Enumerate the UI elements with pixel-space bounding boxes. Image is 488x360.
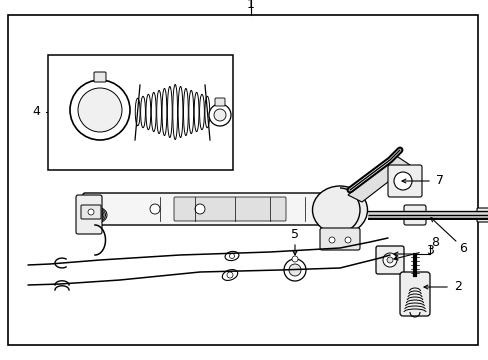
Ellipse shape [222, 270, 237, 280]
Circle shape [382, 253, 396, 267]
Circle shape [195, 204, 204, 214]
Text: 8: 8 [430, 235, 438, 248]
Ellipse shape [312, 186, 367, 234]
Text: 2: 2 [453, 280, 461, 293]
Text: 7: 7 [435, 175, 443, 188]
FancyBboxPatch shape [375, 246, 403, 274]
FancyBboxPatch shape [174, 197, 285, 221]
Ellipse shape [204, 96, 209, 128]
Ellipse shape [141, 96, 145, 128]
Circle shape [229, 253, 234, 258]
Ellipse shape [188, 90, 193, 134]
Ellipse shape [183, 89, 188, 136]
Circle shape [78, 88, 122, 132]
Circle shape [214, 109, 225, 121]
Text: 5: 5 [290, 229, 298, 242]
Circle shape [393, 172, 411, 190]
Circle shape [150, 204, 160, 214]
Ellipse shape [151, 93, 156, 132]
FancyBboxPatch shape [476, 208, 488, 222]
FancyBboxPatch shape [94, 72, 106, 82]
Circle shape [345, 237, 350, 243]
FancyBboxPatch shape [83, 193, 341, 225]
FancyBboxPatch shape [76, 195, 102, 234]
Ellipse shape [199, 94, 204, 130]
FancyBboxPatch shape [215, 98, 224, 106]
Text: 6: 6 [458, 242, 466, 255]
Circle shape [328, 237, 334, 243]
Ellipse shape [172, 85, 177, 139]
Polygon shape [347, 155, 409, 202]
FancyBboxPatch shape [399, 272, 429, 316]
Ellipse shape [167, 86, 172, 138]
Circle shape [208, 104, 230, 126]
Circle shape [284, 259, 305, 281]
Circle shape [291, 256, 297, 262]
Circle shape [226, 272, 232, 278]
Ellipse shape [162, 89, 166, 136]
Text: 1: 1 [246, 0, 254, 10]
Ellipse shape [146, 94, 150, 130]
Circle shape [70, 80, 130, 140]
Text: 4: 4 [32, 105, 40, 118]
Bar [48, 55, 232, 170]
Circle shape [88, 209, 94, 215]
Polygon shape [135, 85, 209, 140]
Ellipse shape [135, 98, 140, 126]
Text: 3: 3 [425, 243, 433, 256]
FancyBboxPatch shape [403, 205, 425, 225]
Circle shape [386, 257, 392, 263]
Ellipse shape [224, 251, 239, 261]
Ellipse shape [156, 90, 161, 134]
FancyBboxPatch shape [387, 165, 421, 197]
Circle shape [288, 264, 301, 276]
Ellipse shape [178, 86, 183, 138]
Ellipse shape [194, 93, 199, 132]
FancyBboxPatch shape [81, 205, 101, 219]
FancyBboxPatch shape [319, 228, 359, 250]
